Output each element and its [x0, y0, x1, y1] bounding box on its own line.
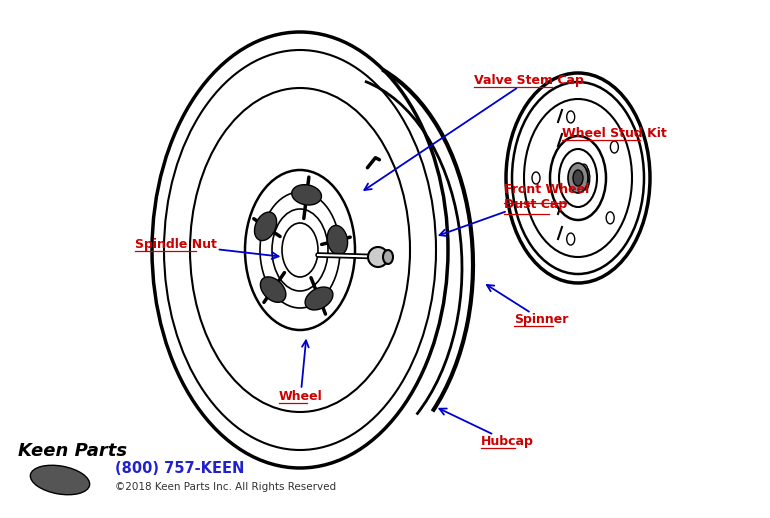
Ellipse shape	[581, 167, 589, 179]
Ellipse shape	[582, 171, 590, 183]
Ellipse shape	[506, 73, 650, 283]
Text: Spinner: Spinner	[487, 285, 569, 326]
Ellipse shape	[260, 192, 340, 308]
Ellipse shape	[282, 223, 318, 277]
Ellipse shape	[580, 164, 588, 176]
Ellipse shape	[30, 465, 89, 495]
Ellipse shape	[152, 32, 448, 468]
Ellipse shape	[212, 122, 388, 378]
Text: Hubcap: Hubcap	[440, 409, 534, 448]
Text: ©2018 Keen Parts Inc. All Rights Reserved: ©2018 Keen Parts Inc. All Rights Reserve…	[115, 482, 336, 492]
Ellipse shape	[245, 170, 355, 330]
Ellipse shape	[550, 136, 606, 220]
Text: (800) 757-KEEN: (800) 757-KEEN	[115, 461, 244, 476]
Ellipse shape	[606, 212, 614, 224]
Ellipse shape	[524, 99, 632, 257]
Ellipse shape	[255, 212, 276, 240]
Ellipse shape	[567, 111, 574, 123]
Ellipse shape	[582, 175, 590, 186]
Ellipse shape	[611, 141, 618, 153]
Ellipse shape	[581, 178, 589, 190]
Ellipse shape	[383, 250, 393, 264]
Text: Front Wheel
Dust Cap: Front Wheel Dust Cap	[440, 183, 590, 236]
Ellipse shape	[573, 170, 583, 186]
Ellipse shape	[368, 247, 388, 267]
Text: Keen Parts: Keen Parts	[18, 442, 127, 460]
Ellipse shape	[532, 172, 540, 184]
Text: Valve Stem Cap: Valve Stem Cap	[364, 74, 584, 190]
Ellipse shape	[327, 225, 347, 255]
Ellipse shape	[272, 209, 328, 291]
Text: Wheel Stud Kit: Wheel Stud Kit	[562, 127, 667, 140]
Text: Wheel: Wheel	[279, 340, 323, 403]
Ellipse shape	[567, 233, 574, 245]
Ellipse shape	[559, 149, 597, 207]
Ellipse shape	[190, 88, 410, 412]
Ellipse shape	[305, 287, 333, 310]
Text: Spindle Nut: Spindle Nut	[135, 238, 279, 259]
Ellipse shape	[260, 277, 286, 303]
Ellipse shape	[292, 184, 321, 205]
Ellipse shape	[568, 163, 588, 193]
Ellipse shape	[296, 232, 340, 284]
Ellipse shape	[512, 82, 644, 274]
